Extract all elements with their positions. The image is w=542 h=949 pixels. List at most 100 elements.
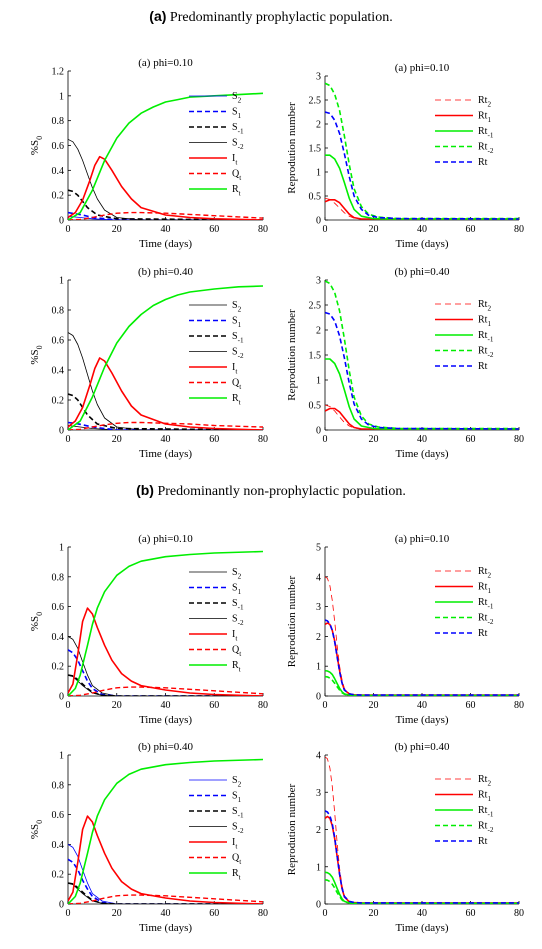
y-tick-label: 0.4 [52, 632, 65, 643]
series-line [68, 421, 263, 430]
y-tick-label: 0.5 [309, 192, 322, 203]
series-line [325, 280, 519, 430]
legend-label: Rt2 [478, 566, 491, 580]
legend-label: It [232, 362, 237, 376]
y-tick-label: 0.8 [52, 116, 65, 127]
legend-label: Rt [232, 184, 241, 198]
series-line [68, 138, 263, 220]
y-tick-label: 3 [316, 276, 321, 287]
series-line [325, 199, 519, 220]
y-tick-label: 2.5 [309, 301, 322, 312]
x-tick-label: 20 [369, 434, 379, 445]
y-tick-label: 1 [316, 168, 321, 179]
y-tick-label: 1.5 [309, 351, 322, 362]
chart-panel-3: (b) phi=0.40 0 20 40 60 80 0 0.2 0.4 0.6 0.8 1 Time … [29, 266, 268, 460]
x-tick-label: 80 [258, 434, 268, 445]
chart-panel-4: (b) phi=0.40 0 20 40 60 80 0 0.5 1 1.5 2 2.5 3 Time (… [286, 266, 524, 460]
chart-title: (a) phi=0.10 [395, 62, 450, 74]
series-line [325, 619, 519, 696]
section-letter: (b) [136, 482, 154, 498]
legend-label: S-2 [232, 822, 244, 836]
y-tick-label: 0 [316, 900, 321, 911]
y-tick-label: 5 [316, 543, 321, 554]
x-tick-label: 20 [369, 700, 379, 711]
series-line [68, 686, 263, 696]
series-line [68, 215, 263, 220]
series-line [68, 894, 263, 904]
legend-label: Rt-2 [478, 613, 494, 627]
series-line [68, 211, 263, 220]
x-tick-label: 40 [161, 434, 171, 445]
y-tick-label: 0 [316, 692, 321, 703]
series-line [68, 285, 263, 430]
legend-label: Rt [478, 836, 488, 847]
legend-label: S1 [232, 791, 242, 805]
chart-panel-7: (b) phi=0.40 0 20 40 60 80 0 0.2 0.4 0.6 0.8 1 Time … [29, 741, 268, 934]
y-axis-label: Reprodution number [286, 575, 298, 667]
x-axis-label: Time (days) [395, 448, 448, 460]
series-line [325, 407, 519, 430]
legend-label: Rt1 [478, 111, 491, 125]
series-line [68, 550, 263, 696]
y-tick-label: 0.8 [52, 780, 65, 791]
y-tick-label: 3 [316, 602, 321, 613]
x-tick-label: 80 [514, 434, 524, 445]
legend-label: Rt1 [478, 315, 491, 329]
section-text: Predominantly non-prophylactic populatio… [157, 484, 406, 499]
y-axis-label: Reprodution number [286, 102, 298, 194]
series-line [325, 810, 519, 904]
legend-label: S-2 [232, 138, 244, 152]
legend-label: Qt [232, 169, 241, 183]
y-tick-label: 0.2 [52, 870, 65, 881]
y-axis-label-group: %S0 [29, 612, 44, 631]
legend-label: Rt-1 [478, 597, 494, 611]
legend-label: S-2 [232, 347, 244, 361]
y-tick-label: 1 [316, 862, 321, 873]
legend-label: Qt [232, 645, 241, 659]
x-tick-label: 0 [66, 908, 71, 919]
x-tick-label: 60 [209, 224, 219, 235]
legend-label: S1 [232, 107, 242, 121]
x-tick-label: 80 [514, 700, 524, 711]
series-line [325, 879, 519, 904]
x-tick-label: 60 [209, 434, 219, 445]
x-tick-label: 80 [258, 700, 268, 711]
legend-label: S2 [232, 300, 242, 314]
chart-title: (a) phi=0.10 [138, 57, 193, 69]
series-line [68, 882, 263, 904]
x-axis-label: Time (days) [395, 238, 448, 250]
legend-label: Rt [478, 157, 488, 168]
x-tick-label: 60 [466, 908, 476, 919]
series-line [68, 674, 263, 696]
x-tick-label: 80 [258, 224, 268, 235]
x-axis-label: Time (days) [139, 448, 192, 460]
y-tick-label: 0.8 [52, 572, 65, 583]
legend-label: It [232, 837, 237, 851]
y-tick-label: 2 [316, 632, 321, 643]
series-line [325, 154, 519, 220]
x-axis-label: Time (days) [139, 714, 192, 726]
legend-label: Rt1 [478, 790, 491, 804]
x-tick-label: 0 [66, 224, 71, 235]
y-tick-label: 0.6 [52, 810, 65, 821]
x-tick-label: 40 [161, 908, 171, 919]
series-line [68, 211, 263, 220]
y-tick-label: 1.2 [52, 67, 65, 78]
legend-label: Rt-2 [478, 142, 494, 156]
x-tick-label: 60 [209, 700, 219, 711]
y-tick-label: 0 [59, 216, 64, 227]
chart-title: (b) phi=0.40 [138, 741, 194, 753]
y-tick-label: 0 [316, 426, 321, 437]
legend-label: Rt-1 [478, 126, 494, 140]
y-axis-label-group: %S0 [29, 820, 44, 839]
chart-title: (b) phi=0.40 [394, 741, 450, 753]
series-line [68, 332, 263, 430]
x-tick-label: 60 [209, 908, 219, 919]
legend-label: Rt1 [478, 582, 491, 596]
legend-label: Rt [232, 660, 241, 674]
x-tick-label: 20 [369, 908, 379, 919]
